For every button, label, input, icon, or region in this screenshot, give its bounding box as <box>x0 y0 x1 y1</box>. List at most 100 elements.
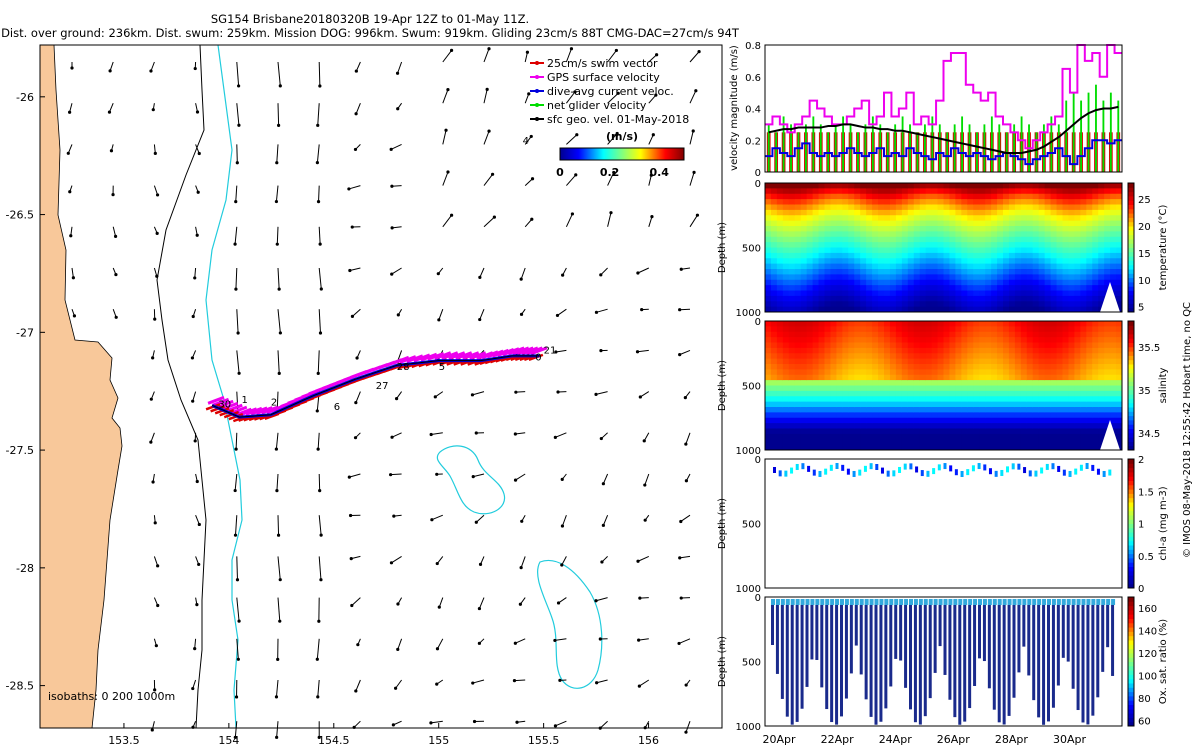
section-cell <box>1080 204 1087 211</box>
section-cell <box>824 433 831 440</box>
section-cell <box>794 199 802 205</box>
geo-vel-arrow-head <box>196 190 200 194</box>
colorbar-cell <box>1128 527 1134 533</box>
section-cell <box>818 258 825 265</box>
section-cell <box>919 258 927 265</box>
oxy-profile <box>1051 605 1055 708</box>
section-cell <box>812 199 820 205</box>
section-cell <box>991 274 998 281</box>
geo-vel-arrow-shaft <box>472 391 485 396</box>
section-cell <box>866 247 873 254</box>
section-cell <box>1092 226 1099 232</box>
oxy-profile <box>982 605 986 662</box>
section-cell <box>872 396 879 403</box>
colorbar-cell <box>1128 251 1134 257</box>
section-cell <box>943 390 950 397</box>
section-cell <box>806 215 814 222</box>
section-cell <box>812 326 820 333</box>
section-cell <box>955 321 962 327</box>
section-cell <box>1110 358 1117 365</box>
section-cell <box>860 326 867 333</box>
section-cell <box>901 295 909 302</box>
colorbar-cell <box>1128 648 1134 654</box>
section-cell <box>1110 263 1117 270</box>
section-cell <box>979 183 986 189</box>
section-cell <box>1086 433 1093 440</box>
oxy-profile <box>968 605 972 709</box>
oxy-surface-point <box>790 599 795 605</box>
geo-vel-arrow-head <box>636 271 640 275</box>
section-cell <box>973 326 980 333</box>
geo-vel-arrow-shaft <box>235 267 238 290</box>
section-cell <box>1032 407 1040 413</box>
section-cell <box>1104 347 1111 354</box>
geo-vel-arrow-head <box>615 131 619 136</box>
section-cell <box>955 285 962 291</box>
section-cell <box>1068 209 1075 216</box>
section-cell <box>961 417 968 424</box>
section-cell <box>955 204 962 211</box>
section-cell <box>794 301 802 308</box>
section-cell <box>1003 231 1010 238</box>
oxy-surface-point <box>869 599 874 605</box>
section-cell <box>854 337 861 343</box>
section-cell <box>812 358 820 365</box>
section-cell <box>1008 380 1016 386</box>
section-cell <box>1056 390 1063 397</box>
legend-marker <box>535 103 539 107</box>
section-cell <box>878 385 885 392</box>
section-cell <box>967 380 974 386</box>
section-cell <box>985 444 992 451</box>
section-cell <box>1086 321 1093 327</box>
geo-vel-arrow-head <box>560 477 564 481</box>
section-cell <box>1050 263 1058 270</box>
section-cell <box>878 380 885 386</box>
section-cell <box>889 423 897 429</box>
section-cell <box>884 321 891 327</box>
section-cell <box>806 279 814 286</box>
section-cell <box>765 326 772 333</box>
section-cell <box>842 380 849 386</box>
colorbar-cell <box>1128 459 1134 464</box>
section-cell <box>770 428 778 435</box>
section-cell <box>889 428 897 435</box>
oxy-surface-point <box>982 599 987 605</box>
section-cell <box>937 396 944 403</box>
section-cell <box>895 193 903 200</box>
section-cell <box>1026 380 1034 386</box>
geo-vel-arrow-shaft <box>524 52 528 63</box>
section-cell <box>806 428 814 435</box>
section-cell <box>854 423 861 429</box>
section-cell <box>794 258 802 265</box>
geo-vel-arrow-head <box>350 314 355 318</box>
section-cell <box>961 390 968 397</box>
oxy-profile <box>923 605 927 717</box>
section-cell <box>1116 295 1123 302</box>
geo-vel-arrow-head <box>558 678 562 682</box>
track-day-label: 2 <box>271 397 277 408</box>
section-cell <box>901 236 909 243</box>
section-cell <box>830 364 837 370</box>
section-cell <box>1003 407 1010 413</box>
section-cell <box>824 385 831 392</box>
section-cell <box>824 380 831 386</box>
section-cell <box>884 364 891 370</box>
section-cell <box>842 412 849 419</box>
section-cell <box>1003 183 1010 189</box>
section-cell <box>1050 380 1058 386</box>
section-cell <box>770 439 778 446</box>
chl-point <box>1000 469 1004 476</box>
section-cell <box>961 269 968 275</box>
oxy-surface-point <box>1042 599 1047 605</box>
colorbar-cell <box>1128 208 1134 214</box>
section-cell <box>776 369 784 376</box>
section-cell <box>794 331 802 338</box>
section-cell <box>866 269 873 275</box>
section-colorbar <box>1128 459 1134 589</box>
section-cell <box>1062 285 1069 291</box>
section-cell <box>931 285 939 291</box>
section-cell <box>913 279 921 286</box>
section-cell <box>1056 301 1063 308</box>
section-cell <box>955 326 962 333</box>
section-cell <box>943 326 950 333</box>
